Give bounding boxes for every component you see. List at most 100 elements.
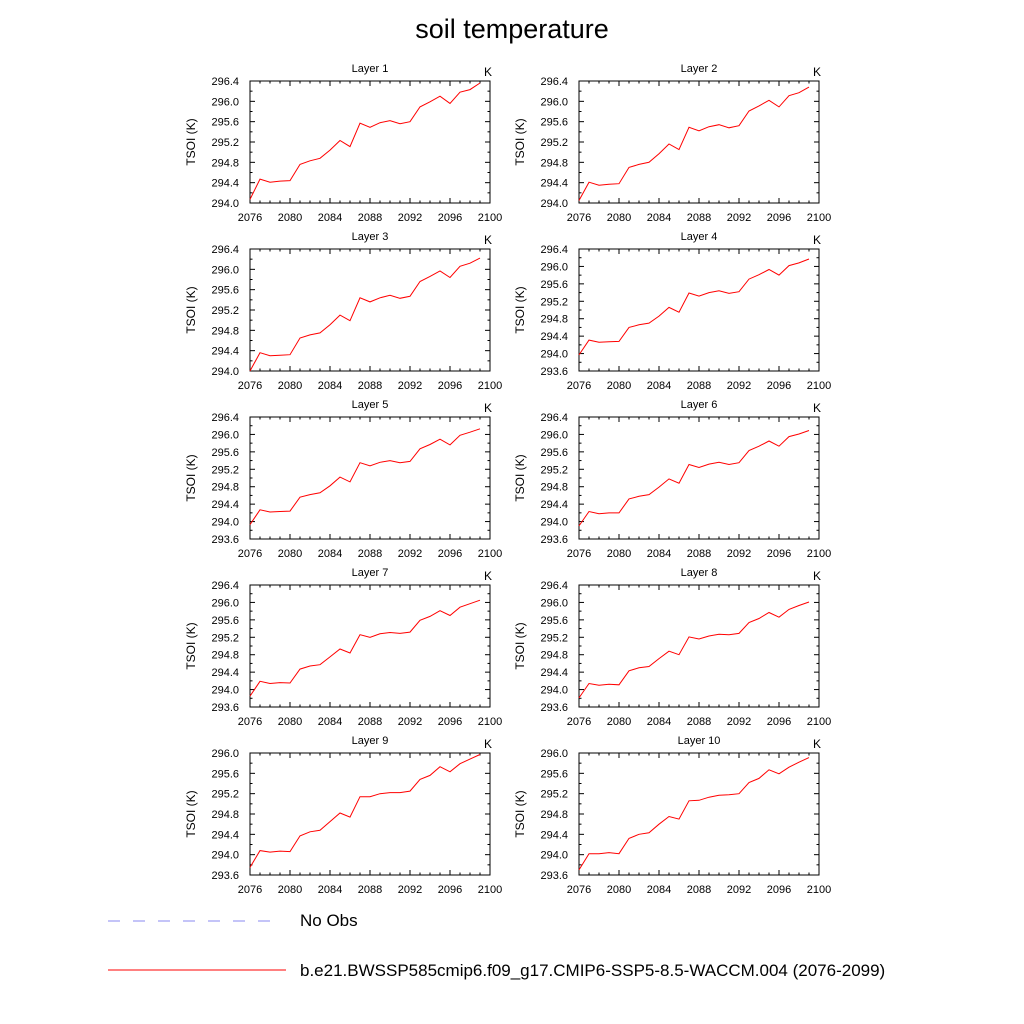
x-tick-label: 2092 — [398, 212, 422, 224]
plot-frame — [249, 584, 491, 708]
y-tick-label: 294.8 — [540, 157, 568, 169]
y-tick-label: 295.2 — [540, 137, 568, 149]
y-tick-label: 296.0 — [211, 264, 239, 276]
series-line — [249, 754, 481, 868]
legend-model-line — [108, 969, 286, 971]
x-tick-label: 2092 — [727, 716, 751, 728]
x-tick-label: 2084 — [318, 212, 342, 224]
plot-frame — [578, 80, 820, 204]
y-tick-label: 294.8 — [211, 650, 239, 662]
y-tick-label: 293.6 — [211, 534, 239, 546]
y-tick-label: 294.4 — [540, 667, 568, 679]
chart-title: Layer 5 — [352, 399, 389, 411]
y-tick-label: 295.6 — [211, 447, 239, 459]
y-tick-label: 295.6 — [540, 279, 568, 291]
y-tick-label: 295.6 — [540, 447, 568, 459]
plot-frame — [578, 584, 820, 708]
legend-obs-label: No Obs — [300, 911, 358, 930]
legend-model-label: b.e21.BWSSP585cmip6.f09_g17.CMIP6-SSP5-8… — [300, 961, 886, 980]
x-tick-label: 2088 — [358, 548, 382, 560]
x-tick-label: 2084 — [318, 380, 342, 392]
x-tick-label: 2092 — [398, 548, 422, 560]
y-tick-label: 296.4 — [540, 412, 568, 424]
y-tick-label: 294.0 — [211, 517, 239, 529]
y-tick-label: 294.8 — [540, 482, 568, 494]
y-tick-label: 294.4 — [540, 178, 568, 190]
x-tick-label: 2076 — [238, 380, 262, 392]
y-tick-label: 294.4 — [540, 829, 568, 841]
chart-title: Layer 1 — [352, 63, 389, 75]
y-tick-label: 294.0 — [540, 850, 568, 862]
y-tick-label: 296.0 — [540, 748, 568, 760]
x-tick-label: 2084 — [318, 884, 342, 896]
y-tick-label: 295.2 — [540, 632, 568, 644]
x-tick-label: 2076 — [567, 380, 591, 392]
x-tick-label: 2096 — [438, 884, 462, 896]
y-tick-label: 296.0 — [211, 96, 239, 108]
x-tick-label: 2080 — [607, 380, 631, 392]
series-line — [578, 430, 810, 527]
unit-label: K — [484, 737, 492, 751]
chart-8: Layer 8 K 2076 2080 2084 2088 2092 2096 2100 296.… — [513, 567, 831, 728]
x-tick-label: 2092 — [727, 884, 751, 896]
x-tick-label: 2076 — [567, 716, 591, 728]
y-tick-label: 294.0 — [540, 685, 568, 697]
y-tick-label: 296.4 — [211, 244, 239, 256]
y-tick-label: 296.0 — [540, 96, 568, 108]
y-tick-label: 296.4 — [540, 580, 568, 592]
series-line — [578, 86, 810, 201]
y-tick-label: 295.6 — [211, 117, 239, 129]
y-axis-label: TSOI (K) — [513, 790, 527, 837]
series-line — [249, 257, 481, 372]
x-tick-label: 2088 — [687, 716, 711, 728]
unit-label: K — [813, 569, 821, 583]
x-tick-label: 2088 — [358, 212, 382, 224]
chart-3: Layer 3 K 2076 2080 2084 2088 2092 2096 2100 296.… — [184, 231, 502, 392]
x-tick-label: 2096 — [438, 212, 462, 224]
x-tick-label: 2096 — [438, 380, 462, 392]
x-tick-label: 2080 — [278, 884, 302, 896]
unit-label: K — [813, 233, 821, 247]
x-tick-label: 2100 — [478, 884, 502, 896]
plot-frame — [578, 248, 820, 372]
y-axis-label: TSOI (K) — [184, 454, 198, 501]
y-axis-label: TSOI (K) — [184, 118, 198, 165]
x-tick-label: 2076 — [567, 548, 591, 560]
x-tick-label: 2084 — [318, 548, 342, 560]
y-tick-label: 295.2 — [211, 632, 239, 644]
x-tick-label: 2088 — [358, 884, 382, 896]
series-line — [578, 258, 810, 356]
y-tick-label: 296.4 — [540, 76, 568, 88]
x-tick-label: 2100 — [807, 380, 831, 392]
y-tick-label: 294.8 — [540, 314, 568, 326]
y-axis-label: TSOI (K) — [513, 622, 527, 669]
unit-label: K — [813, 737, 821, 751]
x-tick-label: 2076 — [238, 716, 262, 728]
y-tick-label: 293.6 — [540, 366, 568, 378]
y-axis-label: TSOI (K) — [184, 286, 198, 333]
y-tick-label: 294.4 — [211, 829, 239, 841]
x-tick-label: 2092 — [398, 380, 422, 392]
x-tick-label: 2076 — [238, 884, 262, 896]
y-tick-label: 296.0 — [211, 748, 239, 760]
y-tick-label: 294.8 — [211, 157, 239, 169]
chart-title: Layer 9 — [352, 735, 389, 747]
y-tick-label: 296.4 — [540, 244, 568, 256]
y-tick-label: 294.4 — [540, 499, 568, 511]
y-tick-label: 293.6 — [540, 534, 568, 546]
x-tick-label: 2096 — [438, 548, 462, 560]
x-tick-label: 2076 — [567, 884, 591, 896]
legend-obs-line — [108, 920, 278, 922]
y-tick-label: 294.4 — [540, 331, 568, 343]
chart-title: Layer 3 — [352, 231, 389, 243]
y-tick-label: 294.0 — [540, 517, 568, 529]
y-tick-label: 294.8 — [211, 325, 239, 337]
y-tick-label: 295.6 — [211, 285, 239, 297]
y-tick-label: 294.4 — [211, 667, 239, 679]
y-axis-label: TSOI (K) — [184, 790, 198, 837]
chart-title: Layer 10 — [678, 735, 721, 747]
x-tick-label: 2084 — [647, 884, 671, 896]
y-tick-label: 294.0 — [211, 685, 239, 697]
x-tick-label: 2092 — [727, 548, 751, 560]
y-tick-label: 294.4 — [211, 178, 239, 190]
